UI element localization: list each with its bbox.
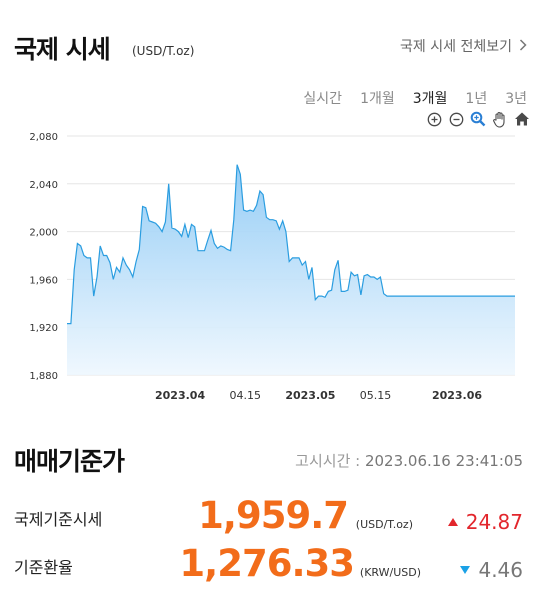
tab-realtime[interactable]: 실시간 (303, 91, 343, 107)
period-tabs: 실시간 1개월 3개월 1년 3년 (303, 88, 527, 108)
change-value: 4.46 (478, 558, 523, 582)
international-price-row: 국제기준시세 1,959.7 (USD/T.oz) 24.87 (14, 494, 523, 542)
chart-toolbar (425, 110, 531, 128)
x-tick-label: 04.15 (229, 389, 261, 402)
magnifier-icon[interactable] (469, 110, 487, 128)
down-arrow-icon (460, 566, 471, 574)
tab-3months[interactable]: 3개월 (412, 91, 448, 107)
y-tick-label: 2,000 (29, 228, 58, 239)
reference-price-section: 매매기준가 고시시간 : 2023.06.16 23:41:05 (14, 442, 523, 482)
page-title: 국제 시세 (14, 35, 111, 64)
x-tick-label: 2023.04 (155, 389, 205, 402)
rate-value: 1,276.33 (179, 542, 355, 585)
price-unit: (USD/T.oz) (355, 518, 413, 531)
tab-1month[interactable]: 1개월 (360, 91, 395, 107)
notice-label: 고시시간 : (295, 452, 365, 470)
row-label: 국제기준시세 (14, 510, 103, 529)
price-area (67, 164, 515, 375)
x-tick-label: 05.15 (360, 389, 392, 402)
gold-price-chart[interactable]: 1,880 1,920 1,960 2,000 2,040 2,080 2023.04 04… (0, 128, 549, 406)
price-value: 1,959.7 (198, 494, 349, 537)
rate-change: 4.46 (460, 558, 523, 582)
chevron-right-icon (519, 37, 527, 55)
price-line (67, 164, 515, 325)
change-value: 24.87 (465, 510, 523, 534)
tab-3years[interactable]: 3년 (505, 91, 527, 107)
x-tick-label: 2023.06 (432, 389, 482, 402)
y-tick-label: 1,960 (29, 275, 58, 286)
y-tick-label: 2,080 (29, 132, 58, 143)
zoom-in-icon[interactable] (425, 110, 443, 128)
header: 국제 시세 (USD/T.oz) 국제 시세 전체보기 (14, 30, 527, 66)
notice-time-value: 2023.06.16 23:41:05 (364, 452, 523, 470)
y-tick-label: 1,880 (29, 371, 58, 382)
tab-1year[interactable]: 1년 (465, 91, 488, 107)
notice-time: 고시시간 : 2023.06.16 23:41:05 (295, 450, 523, 471)
up-arrow-icon (447, 518, 458, 526)
row-label: 기준환율 (14, 558, 73, 577)
zoom-out-icon[interactable] (447, 110, 465, 128)
exchange-rate-row: 기준환율 1,276.33 (KRW/USD) 4.46 (14, 542, 523, 590)
y-tick-label: 2,040 (29, 180, 58, 191)
view-all-link[interactable]: 국제 시세 전체보기 (400, 36, 527, 56)
x-tick-label: 2023.05 (285, 389, 335, 402)
section-title: 매매기준가 (14, 447, 125, 476)
home-icon[interactable] (513, 110, 531, 128)
rate-unit: (KRW/USD) (359, 566, 421, 579)
price-change: 24.87 (447, 510, 523, 534)
pan-hand-icon[interactable] (491, 110, 509, 128)
y-tick-label: 1,920 (29, 323, 58, 334)
title-unit: (USD/T.oz) (132, 44, 195, 58)
view-all-label: 국제 시세 전체보기 (400, 39, 512, 55)
